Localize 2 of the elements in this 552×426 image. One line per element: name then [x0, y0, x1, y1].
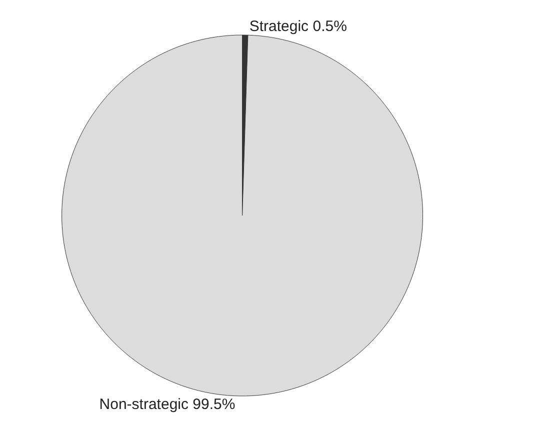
slice-label: Non-strategic 99.5% [99, 396, 236, 413]
slice-label: Strategic 0.5% [249, 18, 347, 36]
